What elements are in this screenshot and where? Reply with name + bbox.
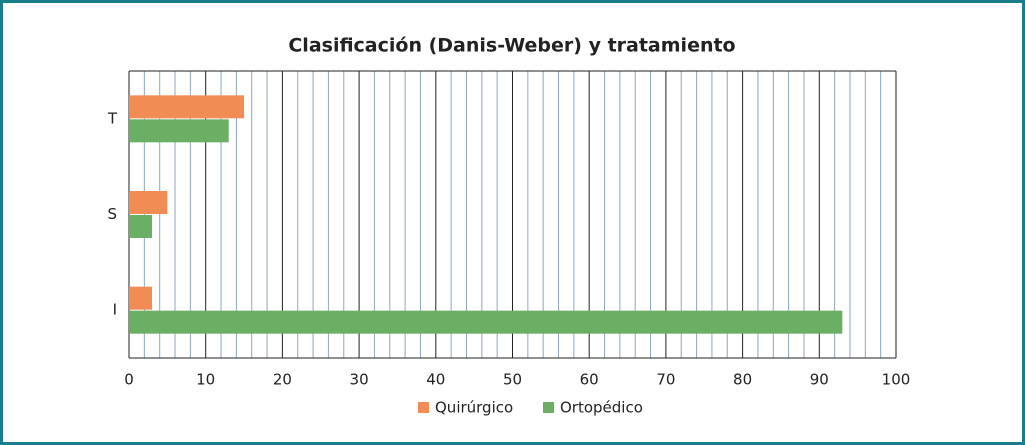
legend-swatch	[418, 402, 429, 413]
bar	[129, 95, 245, 119]
x-tick-label: 50	[503, 371, 522, 389]
x-tick-label: 20	[273, 371, 292, 389]
x-tick-label: 10	[196, 371, 215, 389]
bar	[129, 215, 153, 238]
chart-title: Clasificación (Danis-Weber) y tratamient…	[288, 35, 735, 57]
x-tick-label: 80	[733, 371, 752, 389]
x-tick-label: 100	[882, 371, 911, 389]
legend-swatch	[543, 402, 554, 413]
x-tick-label: 90	[810, 371, 829, 389]
x-tick-label: 40	[426, 371, 445, 389]
y-tick-label: S	[107, 205, 117, 223]
x-tick-label: 30	[350, 371, 369, 389]
legend-label: Quirúrgico	[435, 399, 513, 417]
x-tick-label: 60	[580, 371, 599, 389]
x-tick-label: 0	[124, 371, 134, 389]
bar	[129, 191, 168, 214]
y-tick-label: T	[107, 109, 118, 127]
bar	[129, 310, 843, 334]
bar	[129, 286, 153, 310]
bar	[129, 119, 229, 143]
x-tick-label: 70	[656, 371, 675, 389]
legend-label: Ortopédico	[560, 399, 643, 417]
y-tick-label: I	[113, 301, 117, 319]
